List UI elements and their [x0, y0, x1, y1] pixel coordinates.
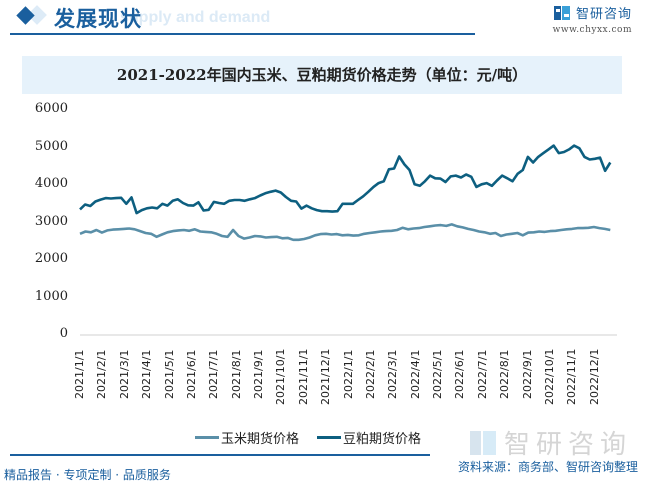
y-tick-label: 0 — [59, 326, 68, 341]
brand-logo-icon — [553, 5, 570, 20]
series-line-corn — [79, 223, 611, 242]
legend-label-soymeal: 豆粕期货价格 — [343, 432, 422, 447]
x-tick-label: 2021/11/1 — [296, 348, 310, 406]
x-tick-label: 2022/3/1 — [386, 349, 400, 399]
footer-slogan: 精品报告 · 专项定制 · 品质服务 — [4, 468, 171, 482]
x-tick-label: 2022/8/1 — [498, 349, 512, 399]
series-line-soymeal — [79, 144, 612, 215]
footer-divider-left — [10, 454, 248, 456]
x-tick-label: 2022/2/1 — [363, 349, 377, 399]
x-tick-label: 2021/12/1 — [319, 348, 333, 406]
y-tick-label: 5000 — [34, 138, 68, 154]
x-tick-label: 2022/7/1 — [475, 349, 489, 399]
legend-item-soymeal: 豆粕期货价格 — [317, 428, 421, 447]
chart-legend: 玉米期货价格 豆粕期货价格 — [195, 428, 421, 447]
x-tick-label: 2021/10/1 — [274, 348, 288, 406]
y-tick-label: 2000 — [34, 251, 68, 266]
x-tick-label: 2022/4/1 — [408, 349, 422, 399]
line-chart — [0, 95, 646, 425]
x-tick-label: 2022/1/1 — [341, 349, 355, 399]
x-tick-label: 2022/5/1 — [431, 349, 444, 399]
brand-url: www.chyxx.com — [552, 25, 632, 35]
footer-divider-mid — [180, 454, 430, 456]
x-tick-label: 2021/1/1 — [73, 349, 86, 399]
y-tick-label: 1000 — [34, 288, 68, 304]
x-tick-label: 2021/3/1 — [117, 349, 131, 399]
watermark: 智研咨询 — [470, 424, 632, 461]
x-tick-label: 2022/10/1 — [542, 348, 556, 406]
page-header: supply and demand 发展现状 智研咨询 www.chyxx.co… — [0, 0, 646, 40]
x-tick-label: 2021/5/1 — [162, 349, 176, 399]
x-tick-label: 2021/7/1 — [207, 349, 221, 399]
x-tick-label: 2022/11/1 — [565, 348, 579, 406]
x-tick-label: 2021/9/1 — [252, 349, 265, 399]
x-tick-label: 2022/6/1 — [453, 349, 467, 399]
y-tick-label: 6000 — [34, 101, 68, 116]
watermark-text: 智研咨询 — [504, 430, 633, 460]
chart-plot-area — [79, 144, 617, 336]
y-tick-label: 4000 — [34, 176, 68, 191]
y-tick-label: 3000 — [34, 213, 68, 229]
x-tick-label: 2022/12/1 — [587, 348, 601, 406]
x-tick-label: 2021/2/1 — [95, 349, 109, 399]
x-tick-label: 2021/4/1 — [140, 349, 154, 399]
section-title: 发展现状 — [54, 7, 142, 31]
brand: 智研咨询 www.chyxx.com — [553, 3, 632, 35]
watermark-logo-icon — [470, 430, 496, 455]
legend-label-corn: 玉米期货价格 — [221, 432, 300, 447]
header-ghost-text: supply and demand — [120, 9, 271, 26]
legend-swatch-soymeal — [317, 436, 342, 439]
x-tick-label: 2021/8/1 — [229, 349, 243, 399]
legend-item-corn: 玉米期货价格 — [195, 428, 299, 447]
chart-title-band — [22, 56, 622, 94]
footer-source: 资料来源：商务部、智研咨询整理 — [457, 460, 638, 474]
x-tick-label: 2021/6/1 — [184, 349, 198, 399]
chart-title: 2021-2022年国内玉米、豆粕期货价格走势（单位：元/吨） — [116, 66, 528, 84]
x-tick-label: 2022/9/1 — [520, 349, 534, 399]
legend-swatch-corn — [195, 436, 219, 439]
brand-name: 智研咨询 — [575, 7, 632, 22]
header-divider — [10, 33, 475, 35]
